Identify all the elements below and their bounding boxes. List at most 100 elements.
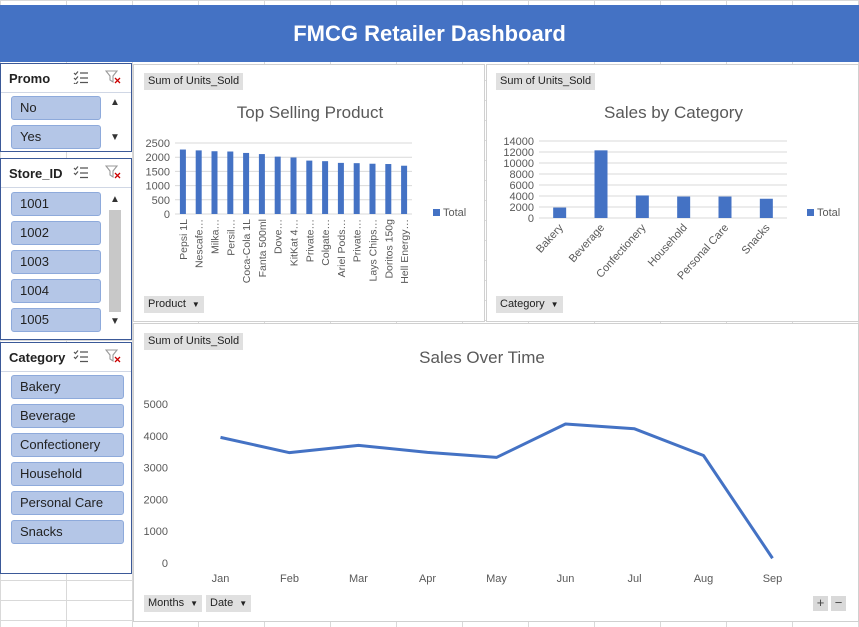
sales-by-category-chart[interactable]: Sum of Units_Sold Sales by Category 0 200…: [486, 64, 859, 322]
zoom-in-icon[interactable]: +: [813, 596, 828, 611]
slicer-item-category-household[interactable]: Household: [11, 462, 124, 486]
x-tick-label: Mar: [349, 573, 368, 585]
clear-filter-icon[interactable]: [105, 70, 121, 84]
legend-swatch: [433, 209, 440, 216]
y-tick-label: 0: [528, 213, 534, 225]
bar: [635, 195, 649, 218]
x-tick-label: Sep: [763, 573, 783, 585]
over-time-plot: 0 1000 2000 3000 4000 5000 Jan Feb Mar Apr May Jun J…: [144, 399, 783, 585]
bar: [274, 156, 281, 214]
promo-slicer: Promo No Yes ▲ ▼: [0, 63, 132, 152]
x-tick-label: Coca-Cola 1L: [241, 219, 253, 283]
date-field-dropdown[interactable]: Date ▼: [206, 595, 252, 612]
top-selling-product-chart[interactable]: Sum of Units_Sold Top Selling Product 0 5…: [133, 64, 485, 322]
multi-select-icon[interactable]: [73, 165, 89, 179]
top-product-plot: 0 500 1000 1500 2000 2500 Pepsi 1L Nescafe… Milk…: [146, 138, 467, 284]
chevron-up-icon[interactable]: ▲: [110, 97, 120, 108]
dropdown-arrow-icon: ▼: [550, 300, 559, 309]
x-tick-label: Dove…: [273, 219, 285, 254]
series-line: [220, 422, 774, 560]
months-field-dropdown[interactable]: Months ▼: [144, 595, 202, 612]
store-slicer-header: Store_ID: [1, 159, 131, 188]
x-tick-label: Doritos 150g: [383, 219, 395, 279]
x-tick-label: Hell Energy…: [399, 219, 411, 284]
y-tick-label: 2500: [146, 138, 170, 150]
promo-scrollbar[interactable]: ▲ ▼: [107, 96, 123, 149]
x-tick-label: Jan: [212, 573, 230, 585]
legend-swatch: [807, 209, 814, 216]
chart-title: Top Selling Product: [236, 103, 384, 122]
bar: [353, 163, 360, 214]
scrollbar-thumb[interactable]: [109, 210, 121, 312]
multi-select-icon[interactable]: [73, 70, 89, 84]
bar: [677, 196, 691, 218]
slicer-item-category-snacks[interactable]: Snacks: [11, 520, 124, 544]
sales-over-time-chart[interactable]: Sum of Units_Sold Sales Over Time 0 1000 2…: [133, 323, 859, 622]
y-tick-label: 12000: [503, 147, 534, 159]
chevron-down-icon[interactable]: ▼: [110, 316, 120, 327]
x-tick-label: Jun: [557, 573, 575, 585]
chevron-up-icon[interactable]: ▲: [110, 194, 120, 205]
y-tick-label: 1000: [146, 181, 170, 193]
slicer-item-category-personal-care[interactable]: Personal Care: [11, 491, 124, 515]
clear-filter-icon[interactable]: [105, 165, 121, 179]
months-field-label: Months: [148, 597, 185, 609]
x-tick-label: Private…: [304, 219, 316, 262]
y-tick-label: 0: [164, 209, 170, 221]
product-field-label: Product: [148, 298, 186, 310]
store-scrollbar[interactable]: ▲ ▼: [107, 192, 123, 332]
category-slicer-header: Category: [1, 343, 131, 372]
date-field-label: Date: [210, 597, 234, 609]
y-tick-label: 2000: [510, 202, 534, 214]
store-slicer: Store_ID 1001 1002 1003 1004 1005 ▲ ▼: [0, 158, 132, 340]
value-field-button[interactable]: Sum of Units_Sold: [144, 73, 244, 90]
slicer-item-store-1004[interactable]: 1004: [11, 279, 101, 303]
slicer-item-store-1002[interactable]: 1002: [11, 221, 101, 245]
bar: [211, 151, 218, 214]
slicer-item-category-beverage[interactable]: Beverage: [11, 404, 124, 428]
slicer-item-category-bakery[interactable]: Bakery: [11, 375, 124, 399]
y-tick-label: 1000: [144, 526, 168, 538]
clear-filter-icon[interactable]: [105, 349, 121, 363]
y-tick-label: 2000: [146, 152, 170, 164]
category-field-dropdown[interactable]: Category ▼: [496, 296, 563, 313]
bar: [306, 160, 313, 214]
slicer-item-store-1005[interactable]: 1005: [11, 308, 101, 332]
slicer-item-promo-no[interactable]: No: [11, 96, 101, 120]
bar: [227, 151, 234, 214]
slicer-item-category-confectionery[interactable]: Confectionery: [11, 433, 124, 457]
bar: [553, 207, 567, 218]
x-tick-label: Jul: [627, 573, 641, 585]
y-tick-label: 500: [152, 195, 170, 207]
legend-label: Total: [443, 207, 466, 219]
y-tick-label: 10000: [503, 158, 534, 170]
value-field-button[interactable]: Sum of Units_Sold: [144, 333, 244, 350]
legend-label: Total: [817, 207, 840, 219]
y-tick-label: 3000: [144, 463, 168, 475]
x-tick-label: Persil…: [225, 219, 237, 256]
bar: [243, 152, 250, 214]
slicer-item-store-1003[interactable]: 1003: [11, 250, 101, 274]
x-tick-label: Household: [646, 222, 690, 269]
value-field-button[interactable]: Sum of Units_Sold: [496, 73, 596, 90]
slicer-item-promo-yes[interactable]: Yes: [11, 125, 101, 149]
x-tick-label: May: [486, 573, 507, 585]
bar: [385, 164, 392, 214]
x-tick-label: Lays Chips…: [368, 219, 380, 281]
dropdown-arrow-icon: ▼: [191, 300, 200, 309]
slicer-item-store-1001[interactable]: 1001: [11, 192, 101, 216]
zoom-out-icon[interactable]: −: [831, 596, 846, 611]
x-tick-label: Pepsi 1L: [178, 219, 190, 260]
bar: [718, 196, 732, 218]
x-tick-label: Colgate…: [320, 219, 332, 266]
y-tick-label: 2000: [144, 494, 168, 506]
y-tick-label: 1500: [146, 166, 170, 178]
x-tick-label: Ariel Pods…: [336, 219, 348, 277]
product-field-dropdown[interactable]: Product ▼: [144, 296, 204, 313]
chevron-down-icon[interactable]: ▼: [110, 132, 120, 143]
bar: [179, 149, 186, 214]
x-tick-label: Aug: [694, 573, 714, 585]
x-tick-label: Nescafe…: [194, 219, 206, 268]
multi-select-icon[interactable]: [73, 349, 89, 363]
